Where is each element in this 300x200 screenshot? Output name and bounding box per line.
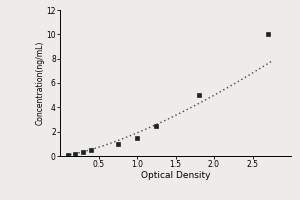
Y-axis label: Concentration(ng/mL): Concentration(ng/mL) — [36, 41, 45, 125]
X-axis label: Optical Density: Optical Density — [141, 171, 210, 180]
